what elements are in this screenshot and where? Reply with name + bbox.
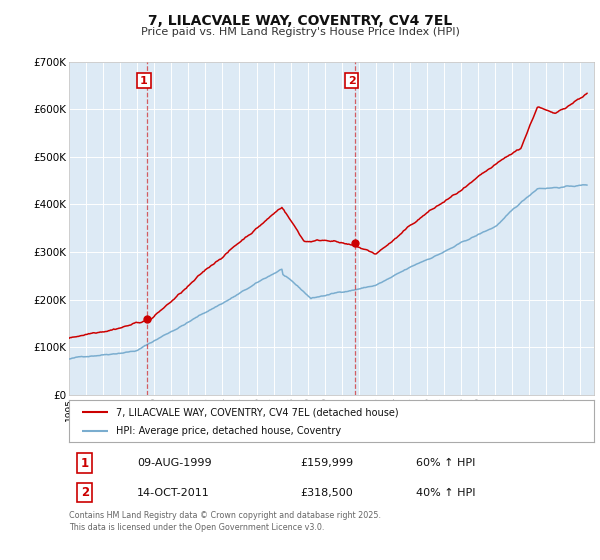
Text: 1: 1	[80, 457, 89, 470]
Text: HPI: Average price, detached house, Coventry: HPI: Average price, detached house, Cove…	[116, 426, 341, 436]
Text: 7, LILACVALE WAY, COVENTRY, CV4 7EL (detached house): 7, LILACVALE WAY, COVENTRY, CV4 7EL (det…	[116, 407, 399, 417]
Text: 09-AUG-1999: 09-AUG-1999	[137, 458, 212, 468]
Text: 2: 2	[348, 76, 355, 86]
Text: £318,500: £318,500	[300, 488, 353, 498]
Text: 14-OCT-2011: 14-OCT-2011	[137, 488, 210, 498]
Text: 1: 1	[140, 76, 148, 86]
Text: 40% ↑ HPI: 40% ↑ HPI	[415, 488, 475, 498]
Text: 2: 2	[80, 486, 89, 499]
Text: 60% ↑ HPI: 60% ↑ HPI	[415, 458, 475, 468]
Text: Contains HM Land Registry data © Crown copyright and database right 2025.
This d: Contains HM Land Registry data © Crown c…	[69, 511, 381, 531]
Text: £159,999: £159,999	[300, 458, 353, 468]
Text: 7, LILACVALE WAY, COVENTRY, CV4 7EL: 7, LILACVALE WAY, COVENTRY, CV4 7EL	[148, 14, 452, 28]
Text: Price paid vs. HM Land Registry's House Price Index (HPI): Price paid vs. HM Land Registry's House …	[140, 27, 460, 37]
